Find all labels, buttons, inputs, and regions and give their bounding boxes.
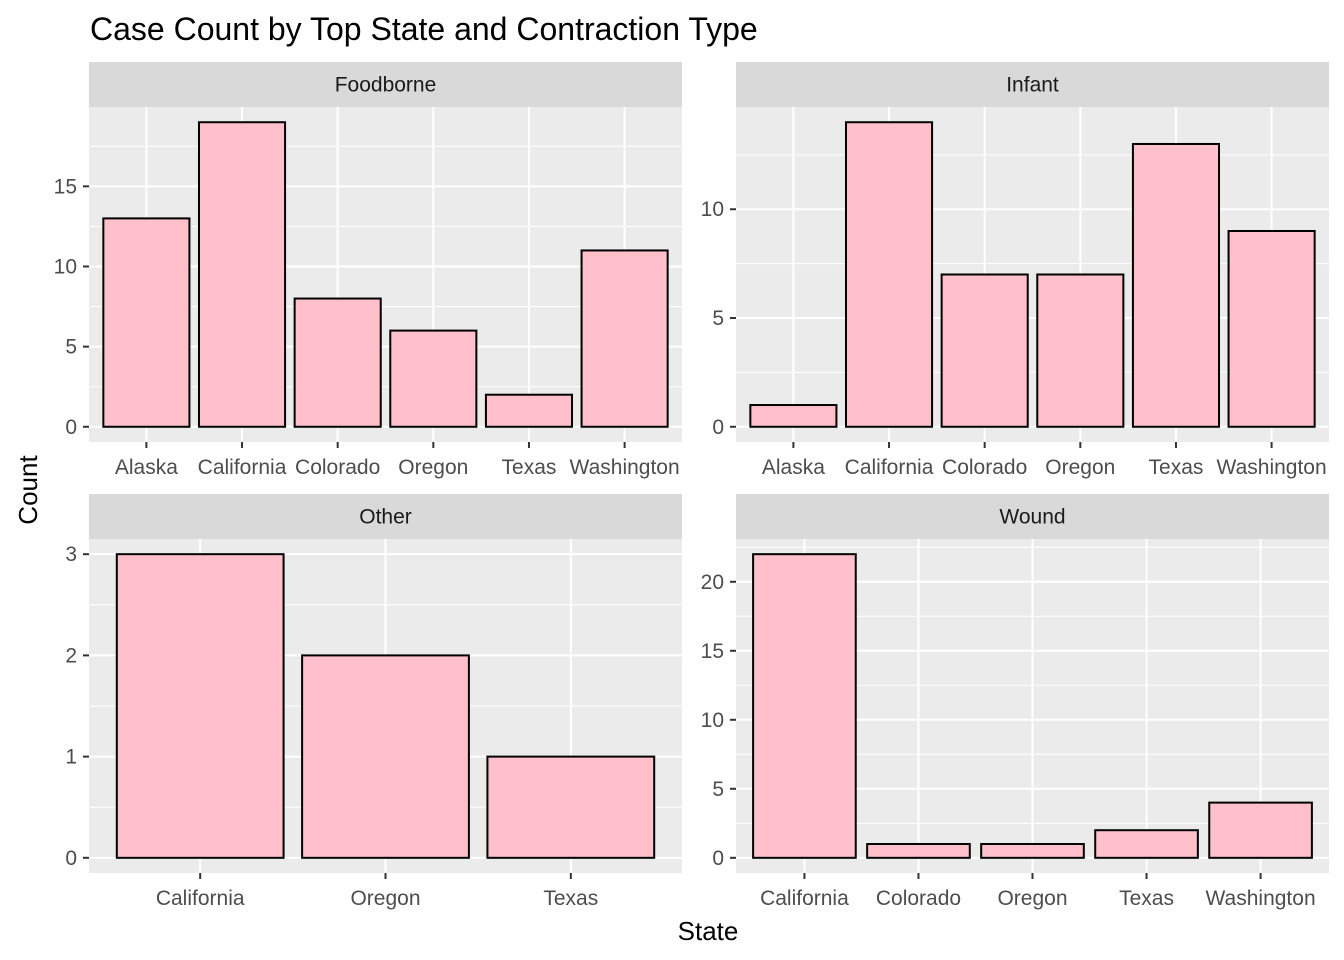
- x-tick-label: Texas: [1149, 456, 1204, 479]
- y-tick-label: 15: [54, 175, 77, 198]
- x-tick-label: Texas: [543, 887, 598, 910]
- bar-california: [197, 121, 287, 428]
- y-tick-label: 3: [65, 543, 77, 566]
- x-tick-label: Colorado: [876, 887, 961, 910]
- facet-panel-wound: Wound 0 5 10 15 20 California Colorado Oregon Tex…: [701, 494, 1329, 910]
- bar-colorado: [940, 273, 1029, 428]
- x-tick-label: Oregon: [350, 887, 420, 910]
- y-tick-label: 20: [701, 571, 724, 594]
- bar-washington: [1227, 229, 1316, 428]
- x-tick-label: Washington: [1206, 887, 1316, 910]
- facet-strip: [89, 494, 682, 539]
- bar-oregon: [301, 654, 470, 859]
- x-tick-label: Texas: [1119, 887, 1174, 910]
- x-tick-label: California: [198, 456, 287, 479]
- facet-strip: [736, 494, 1329, 539]
- chart-title: Case Count by Top State and Contraction …: [90, 11, 758, 47]
- x-tick-label: Alaska: [762, 456, 825, 479]
- x-tick-label: Oregon: [398, 456, 468, 479]
- facet-strip-label: Wound: [999, 506, 1065, 529]
- bar-colorado: [293, 297, 382, 428]
- x-tick-label: Oregon: [997, 887, 1067, 910]
- facet-panel-infant: Infant 0 5 10 Alaska California Colorado Oregon…: [701, 62, 1329, 479]
- y-tick-label: 5: [712, 778, 724, 801]
- bar-texas: [1131, 142, 1221, 428]
- y-tick-label: 0: [65, 416, 77, 439]
- y-axis-title: Count: [13, 455, 43, 525]
- y-tick-label: 5: [65, 336, 77, 359]
- x-tick-label: Colorado: [295, 456, 380, 479]
- bar-oregon: [389, 329, 478, 428]
- bar-texas: [486, 755, 656, 859]
- x-tick-label: California: [845, 456, 934, 479]
- x-tick-label: California: [156, 887, 245, 910]
- bar-washington: [580, 249, 669, 428]
- facet-strip-label: Foodborne: [335, 74, 437, 97]
- facet-strip: [736, 62, 1329, 107]
- y-tick-label: 0: [65, 847, 77, 870]
- facet-strip: [89, 62, 682, 107]
- bar-oregon: [1036, 273, 1125, 428]
- x-axis-title: State: [678, 916, 739, 946]
- x-tick-label: Colorado: [942, 456, 1027, 479]
- y-tick-label: 0: [712, 416, 724, 439]
- bar-alaska: [749, 404, 838, 428]
- bar-california: [115, 553, 285, 859]
- y-tick-label: 5: [712, 307, 724, 330]
- bar-colorado: [866, 843, 971, 859]
- y-tick-label: 0: [712, 847, 724, 870]
- facet-strip-label: Infant: [1006, 74, 1059, 97]
- x-tick-label: Alaska: [115, 456, 178, 479]
- bar-texas: [1094, 829, 1199, 859]
- facet-strip-label: Other: [359, 506, 412, 529]
- x-tick-label: California: [760, 887, 849, 910]
- y-tick-label: 10: [701, 709, 724, 732]
- y-tick-label: 15: [701, 640, 724, 663]
- bar-washington: [1208, 801, 1313, 859]
- facet-panel-other: Other 0 1 2 3 California Oregon Texas: [65, 494, 682, 910]
- x-tick-label: Washington: [1217, 456, 1327, 479]
- x-tick-label: Texas: [502, 456, 557, 479]
- bar-alaska: [102, 217, 191, 428]
- y-tick-label: 2: [65, 644, 77, 667]
- x-tick-label: Washington: [570, 456, 680, 479]
- x-tick-label: Oregon: [1045, 456, 1115, 479]
- y-tick-label: 1: [65, 746, 77, 769]
- y-tick-label: 10: [701, 198, 724, 221]
- bar-oregon: [980, 843, 1085, 859]
- bar-texas: [484, 393, 574, 428]
- facet-panel-foodborne: Foodborne 0 5 10 15 Alaska California Colorado O…: [54, 62, 682, 479]
- bar-california: [844, 121, 934, 428]
- y-tick-label: 10: [54, 255, 77, 278]
- bar-california: [752, 553, 857, 859]
